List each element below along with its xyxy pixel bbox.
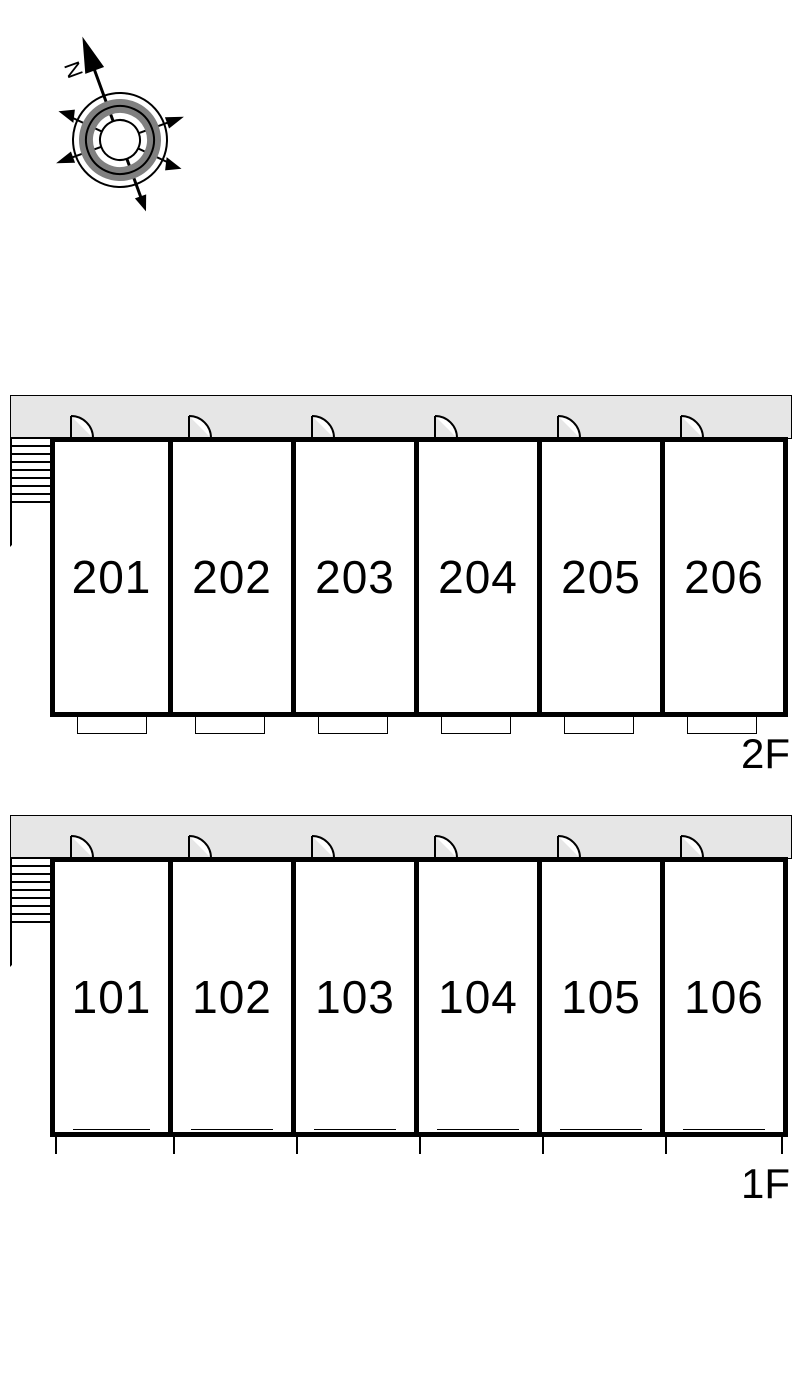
window-sill — [314, 1129, 396, 1135]
unit-label: 201 — [72, 550, 152, 604]
corridor — [10, 815, 792, 859]
unit-101: 101 — [50, 857, 173, 1137]
floorplan-canvas: N 201 202 203 204 205 206 2F 101 102 103 104 105 106… — [0, 0, 800, 1373]
floor-label-2F: 2F — [741, 730, 790, 778]
stairs — [10, 857, 52, 967]
stairs — [10, 437, 52, 547]
unit-label: 101 — [72, 970, 152, 1024]
unit-label: 106 — [684, 970, 764, 1024]
units-row: 101 102 103 104 105 106 — [50, 857, 788, 1137]
tick-mark — [173, 1132, 175, 1154]
tick-mark — [542, 1132, 544, 1154]
floor-1F: 101 102 103 104 105 106 1F — [10, 815, 790, 1207]
window-sill — [560, 1129, 642, 1135]
unit-label: 104 — [438, 970, 518, 1024]
tick-mark — [665, 1132, 667, 1154]
unit-106: 106 — [665, 857, 788, 1137]
unit-label: 103 — [315, 970, 395, 1024]
door-icon — [556, 834, 592, 858]
tick-mark — [781, 1132, 783, 1154]
door-icon — [187, 834, 223, 858]
unit-label: 105 — [561, 970, 641, 1024]
unit-102: 102 — [173, 857, 296, 1137]
unit-202: 202 — [173, 437, 296, 717]
unit-201: 201 — [50, 437, 173, 717]
unit-label: 205 — [561, 550, 641, 604]
unit-105: 105 — [542, 857, 665, 1137]
window-sill — [437, 1129, 519, 1135]
window-sill — [191, 1129, 273, 1135]
unit-103: 103 — [296, 857, 419, 1137]
door-icon — [679, 414, 715, 438]
unit-label: 203 — [315, 550, 395, 604]
tick-mark — [296, 1132, 298, 1154]
balcony-mark — [564, 716, 634, 734]
unit-label: 202 — [192, 550, 272, 604]
unit-label: 206 — [684, 550, 764, 604]
corridor — [10, 395, 792, 439]
tick-mark — [55, 1132, 57, 1154]
balcony-mark — [77, 716, 147, 734]
compass-icon: N — [40, 30, 200, 230]
balcony-mark — [318, 716, 388, 734]
door-icon — [556, 414, 592, 438]
door-icon — [69, 414, 105, 438]
door-icon — [310, 414, 346, 438]
door-icon — [310, 834, 346, 858]
unit-205: 205 — [542, 437, 665, 717]
compass-n-label: N — [59, 58, 88, 81]
balcony-mark — [441, 716, 511, 734]
door-icon — [69, 834, 105, 858]
door-icon — [433, 414, 469, 438]
window-sill — [683, 1129, 765, 1135]
floor-2F: 201 202 203 204 205 206 2F — [10, 395, 790, 787]
balcony-mark — [195, 716, 265, 734]
unit-204: 204 — [419, 437, 542, 717]
unit-label: 102 — [192, 970, 272, 1024]
floor-label-1F: 1F — [741, 1160, 790, 1208]
unit-104: 104 — [419, 857, 542, 1137]
unit-label: 204 — [438, 550, 518, 604]
door-icon — [679, 834, 715, 858]
units-row: 201 202 203 204 205 206 — [50, 437, 788, 717]
window-sill — [73, 1129, 150, 1135]
door-icon — [187, 414, 223, 438]
unit-203: 203 — [296, 437, 419, 717]
unit-206: 206 — [665, 437, 788, 717]
tick-mark — [419, 1132, 421, 1154]
door-icon — [433, 834, 469, 858]
